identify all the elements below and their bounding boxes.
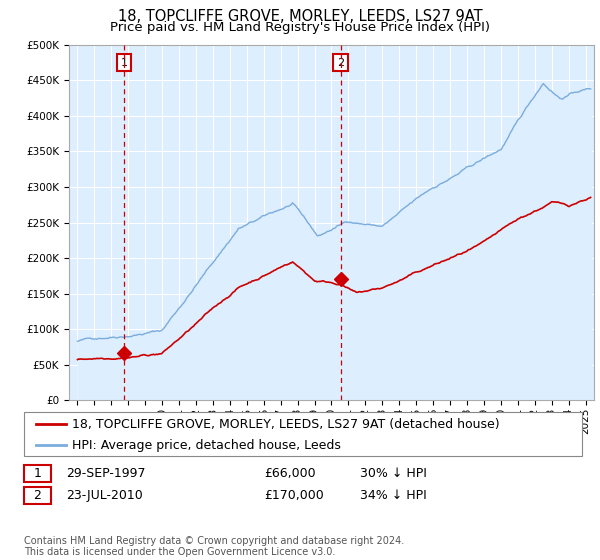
Text: 18, TOPCLIFFE GROVE, MORLEY, LEEDS, LS27 9AT (detached house): 18, TOPCLIFFE GROVE, MORLEY, LEEDS, LS27… <box>72 418 500 431</box>
Text: HPI: Average price, detached house, Leeds: HPI: Average price, detached house, Leed… <box>72 438 341 452</box>
Text: 1: 1 <box>34 466 41 480</box>
Text: 30% ↓ HPI: 30% ↓ HPI <box>360 466 427 480</box>
Text: 29-SEP-1997: 29-SEP-1997 <box>66 466 146 480</box>
Text: 23-JUL-2010: 23-JUL-2010 <box>66 489 143 502</box>
Text: Price paid vs. HM Land Registry's House Price Index (HPI): Price paid vs. HM Land Registry's House … <box>110 21 490 34</box>
Text: Contains HM Land Registry data © Crown copyright and database right 2024.
This d: Contains HM Land Registry data © Crown c… <box>24 535 404 557</box>
Text: 2: 2 <box>34 489 41 502</box>
Text: £66,000: £66,000 <box>264 466 316 480</box>
Text: 18, TOPCLIFFE GROVE, MORLEY, LEEDS, LS27 9AT: 18, TOPCLIFFE GROVE, MORLEY, LEEDS, LS27… <box>118 9 482 24</box>
Text: 1: 1 <box>121 58 128 68</box>
Text: 34% ↓ HPI: 34% ↓ HPI <box>360 489 427 502</box>
Text: 2: 2 <box>337 58 344 68</box>
Text: £170,000: £170,000 <box>264 489 324 502</box>
